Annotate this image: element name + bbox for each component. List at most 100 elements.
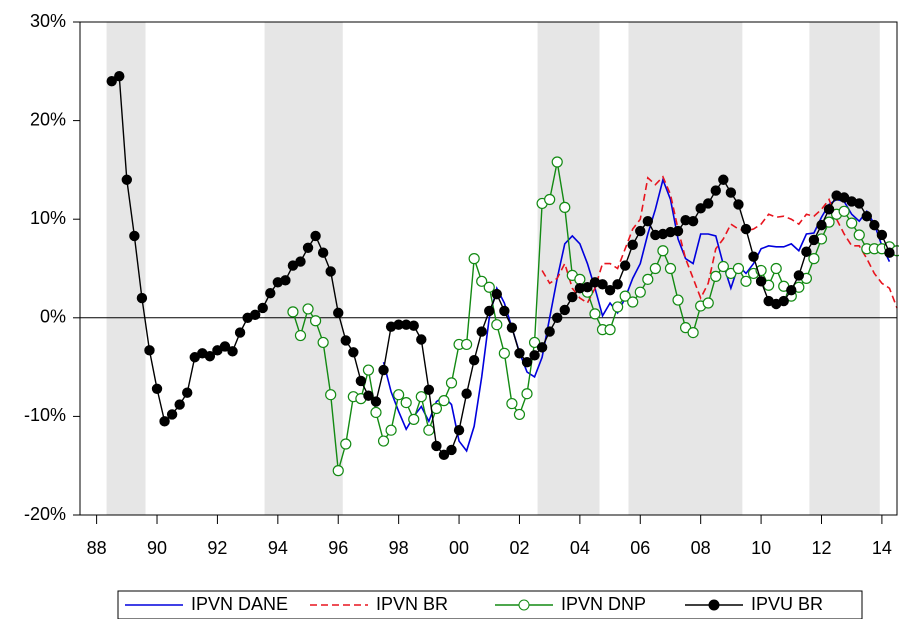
data-point [461,338,473,351]
x-tick-label: 04 [570,538,590,558]
plot-frame [79,21,898,516]
data-point [513,408,526,421]
data-point [461,388,472,399]
data-point [551,156,563,168]
data-point [423,384,435,395]
data-point [778,295,789,307]
data-point [536,342,548,353]
data-point [672,294,684,306]
data-point [144,345,155,356]
data-point [340,438,352,450]
data-point [786,284,797,296]
data-point [114,71,125,82]
data-point [816,219,827,231]
data-point [377,435,390,447]
data-point [642,215,654,227]
data-point [612,301,624,313]
data-point [476,275,488,287]
data-point [309,315,322,327]
x-tick-label: 08 [691,538,711,558]
data-point [227,346,238,357]
data-point [793,270,805,281]
data-point [249,309,261,321]
data-point [597,279,608,290]
data-point [370,406,382,419]
data-point [310,230,321,242]
data-point [121,174,133,185]
data-point [718,174,729,185]
data-point [567,291,578,303]
data-point [484,305,495,317]
data-point [529,350,540,361]
data-point [332,465,344,477]
data-point [506,322,518,333]
data-point [582,282,593,293]
data-point [544,193,556,206]
data-point [604,324,616,336]
x-tick-label: 94 [268,538,288,558]
data-point [491,288,503,300]
data-point [664,262,677,275]
data-point [445,377,458,389]
data-point [876,229,888,241]
data-point [408,320,419,331]
shaded-period [809,22,880,515]
data-point [468,253,480,265]
data-point [544,326,555,337]
y-tick-label: 30% [30,11,66,31]
series-line [382,177,891,453]
data-point [552,312,563,323]
data-point [317,336,329,349]
data-point [861,211,872,222]
y-tick-label: -10% [24,405,66,425]
y-tick-label: -20% [24,504,66,524]
data-point [265,287,276,299]
data-point [182,387,193,398]
data-point [619,290,631,302]
data-point [483,281,495,293]
data-point [506,397,518,410]
shaded-period [106,22,146,515]
data-point [408,413,420,425]
data-point [431,440,442,452]
data-point [453,425,465,436]
data-point [808,253,820,265]
data-point [528,336,541,349]
data-point [732,262,745,275]
data-point [725,187,737,198]
x-tick-label: 88 [87,538,107,558]
x-tick-label: 02 [509,538,529,558]
x-tick-label: 92 [207,538,227,558]
data-point [687,215,699,227]
legend-marker [518,599,530,611]
data-point [280,275,291,286]
data-point [430,402,442,415]
legend-label: IPVN DANE [191,594,288,614]
data-point [710,185,721,196]
data-point [204,351,216,362]
x-tick-label: 10 [751,538,771,558]
data-point [151,383,163,394]
data-point [672,225,684,237]
data-point [438,395,450,407]
data-point [770,262,782,275]
data-point [378,364,389,376]
x-tick-label: 14 [872,538,892,558]
data-point [642,273,654,285]
data-point [491,319,503,331]
data-point [559,304,570,316]
data-point [136,292,148,304]
data-point [325,389,337,401]
x-tick-label: 90 [147,538,167,558]
data-point [846,217,858,229]
data-point [619,260,631,271]
data-point [355,375,367,387]
data-point [695,203,706,214]
data-point [166,409,178,420]
x-tick-label: 06 [630,538,650,558]
data-point [801,246,812,257]
data-point [634,286,646,298]
data-point [612,279,623,290]
data-point [717,260,729,273]
x-tick-label: 98 [389,538,409,558]
